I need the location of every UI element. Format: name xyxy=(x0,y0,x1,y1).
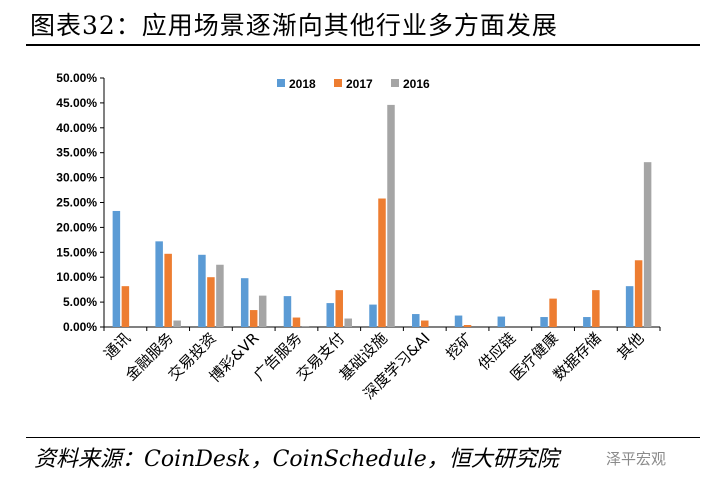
bar-2017 xyxy=(634,260,643,327)
y-tick-label: 40.00% xyxy=(56,121,97,135)
bar-2018 xyxy=(497,316,506,327)
y-tick-label: 35.00% xyxy=(56,146,97,160)
legend-swatch xyxy=(391,79,399,87)
bar-2017 xyxy=(335,290,343,327)
legend-item: 2016 xyxy=(391,77,430,91)
y-tick-label: 0.00% xyxy=(63,320,97,334)
bar-2017 xyxy=(378,198,386,327)
watermark-text: 泽平宏观 xyxy=(606,450,667,468)
bar-2018 xyxy=(240,278,249,327)
bar-2016 xyxy=(387,104,395,327)
bar-2016 xyxy=(643,162,652,327)
legend: 2018 2017 2016 xyxy=(277,77,430,91)
bar-2017 xyxy=(421,320,429,327)
x-tick-label: 其他 xyxy=(613,329,647,363)
legend-label: 2018 xyxy=(289,77,316,91)
bar-2018 xyxy=(155,241,163,327)
bar-2018 xyxy=(283,296,292,327)
legend-swatch xyxy=(277,79,285,87)
source-note: 资料来源：CoinDesk，CoinSchedule，恒大研究院 xyxy=(34,447,559,472)
bars xyxy=(112,104,652,327)
x-tick-label: 挖矿 xyxy=(442,329,476,363)
bar-2018 xyxy=(625,286,634,327)
legend-label: 2017 xyxy=(346,77,373,91)
bar-2018 xyxy=(540,317,548,327)
bar-2016 xyxy=(173,320,181,327)
legend-label: 2016 xyxy=(403,77,430,91)
y-axis: 0.00% 5.00% 10.00% 15.00% 20.00% 25.00% 30.00%… xyxy=(56,71,105,334)
x-tick-label: 通讯 xyxy=(100,329,134,363)
bar-2018 xyxy=(198,254,206,327)
y-tick-label: 15.00% xyxy=(56,245,97,259)
legend-swatch xyxy=(334,79,342,87)
bar-2017 xyxy=(121,286,130,327)
bar-2017 xyxy=(463,325,472,327)
bar-2016 xyxy=(258,295,267,327)
bar-2016 xyxy=(216,264,224,327)
bar-2018 xyxy=(583,317,591,327)
bar-2018 xyxy=(326,303,334,327)
bar-2017 xyxy=(592,290,600,327)
top-rule xyxy=(26,44,700,46)
legend-item: 2017 xyxy=(334,77,373,91)
bar-2018 xyxy=(454,315,463,327)
legend-item: 2018 xyxy=(277,77,316,91)
y-tick-label: 30.00% xyxy=(56,171,97,185)
bar-2017 xyxy=(549,298,557,327)
y-tick-label: 10.00% xyxy=(56,270,97,284)
bar-2018 xyxy=(369,304,377,327)
x-tick-label: 数据存储 xyxy=(550,329,605,384)
bar-2017 xyxy=(249,310,258,327)
y-tick-label: 5.00% xyxy=(63,295,97,309)
bottom-rule xyxy=(26,437,700,438)
chart-title: 图表32：应用场景逐渐向其他行业多方面发展 xyxy=(30,11,558,40)
bar-2017 xyxy=(207,277,215,327)
y-tick-label: 50.00% xyxy=(56,71,97,85)
bar-2018 xyxy=(412,314,420,327)
bar-2016 xyxy=(301,326,310,327)
y-tick-label: 20.00% xyxy=(56,220,97,234)
y-tick-label: 45.00% xyxy=(56,96,97,110)
bar-2016 xyxy=(344,318,352,327)
bar-2017 xyxy=(292,317,301,327)
bar-2017 xyxy=(164,253,172,327)
bar-2018 xyxy=(112,210,121,327)
y-tick-label: 25.00% xyxy=(56,196,97,210)
